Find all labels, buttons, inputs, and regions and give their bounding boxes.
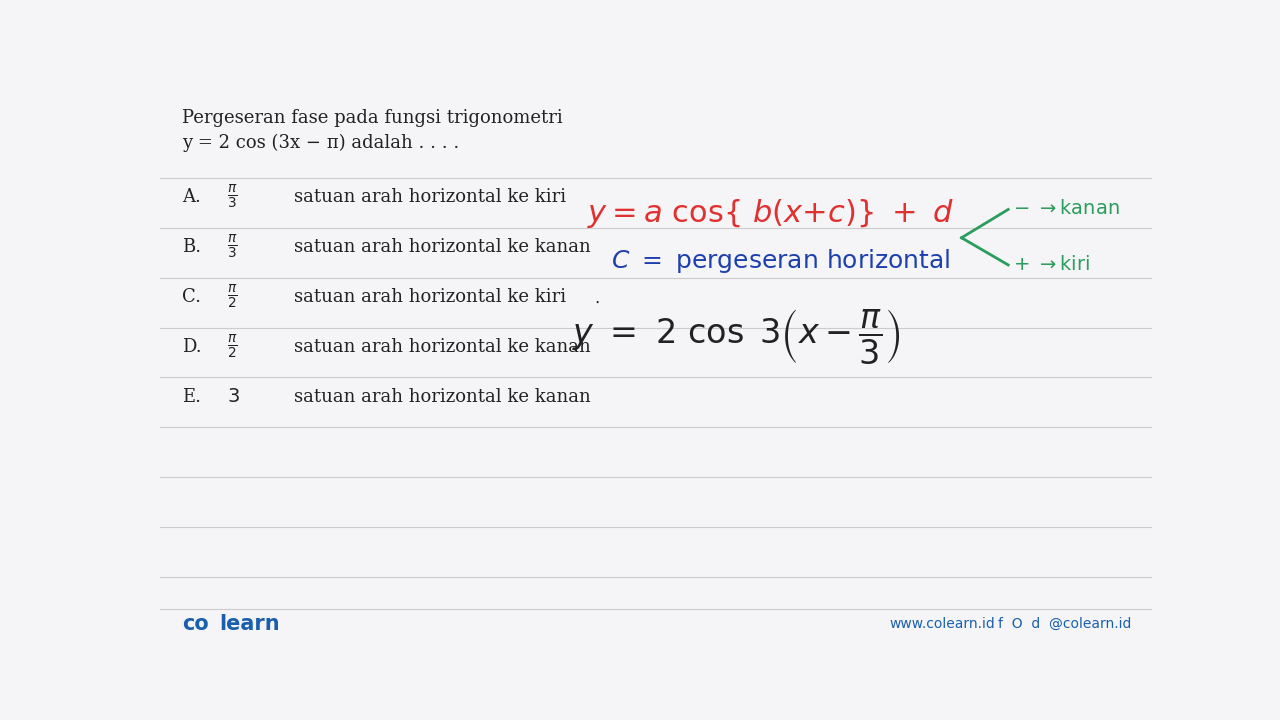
Text: $\frac{\pi}{3}$: $\frac{\pi}{3}$ [228,233,238,261]
Text: $-\ \rightarrow \mathrm{kanan}$: $-\ \rightarrow \mathrm{kanan}$ [1014,199,1120,218]
Text: D.: D. [182,338,201,356]
Text: y = 2 cos (3x − π) adalah . . . .: y = 2 cos (3x − π) adalah . . . . [182,133,460,152]
Text: $y = a\ \mathrm{cos}\{\ b(x{+}c)\}\ +\ d$: $y = a\ \mathrm{cos}\{\ b(x{+}c)\}\ +\ d… [586,197,954,230]
Text: satuan arah horizontal ke kiri: satuan arah horizontal ke kiri [294,188,566,206]
Text: 3: 3 [228,387,239,406]
Text: $+\ \rightarrow \mathrm{kiri}$: $+\ \rightarrow \mathrm{kiri}$ [1014,256,1091,274]
Text: satuan arah horizontal ke kanan: satuan arah horizontal ke kanan [294,338,590,356]
Text: C.: C. [182,288,201,306]
Text: E.: E. [182,388,201,406]
Text: f  O  d  @colearn.id: f O d @colearn.id [998,617,1132,631]
Text: $y\ =\ 2\ \cos\ 3\left(x - \dfrac{\pi}{3}\right)$: $y\ =\ 2\ \cos\ 3\left(x - \dfrac{\pi}{3… [572,307,900,366]
Text: www.colearn.id: www.colearn.id [890,617,995,631]
Text: learn: learn [220,614,280,634]
Text: $\cdot$: $\cdot$ [594,292,600,310]
Text: satuan arah horizontal ke kanan: satuan arah horizontal ke kanan [294,388,590,406]
Text: satuan arah horizontal ke kanan: satuan arah horizontal ke kanan [294,238,590,256]
Text: $\frac{\pi}{3}$: $\frac{\pi}{3}$ [228,183,238,212]
Text: A.: A. [182,188,201,206]
Text: B.: B. [182,238,201,256]
Text: $\frac{\pi}{2}$: $\frac{\pi}{2}$ [228,283,238,311]
Text: Pergeseran fase pada fungsi trigonometri: Pergeseran fase pada fungsi trigonometri [182,109,563,127]
Text: $\frac{\pi}{2}$: $\frac{\pi}{2}$ [228,333,238,361]
Text: satuan arah horizontal ke kiri: satuan arah horizontal ke kiri [294,288,566,306]
Text: $C\ =\ \mathrm{pergeseran\ horizontal}$: $C\ =\ \mathrm{pergeseran\ horizontal}$ [612,247,951,275]
Text: co: co [182,614,209,634]
